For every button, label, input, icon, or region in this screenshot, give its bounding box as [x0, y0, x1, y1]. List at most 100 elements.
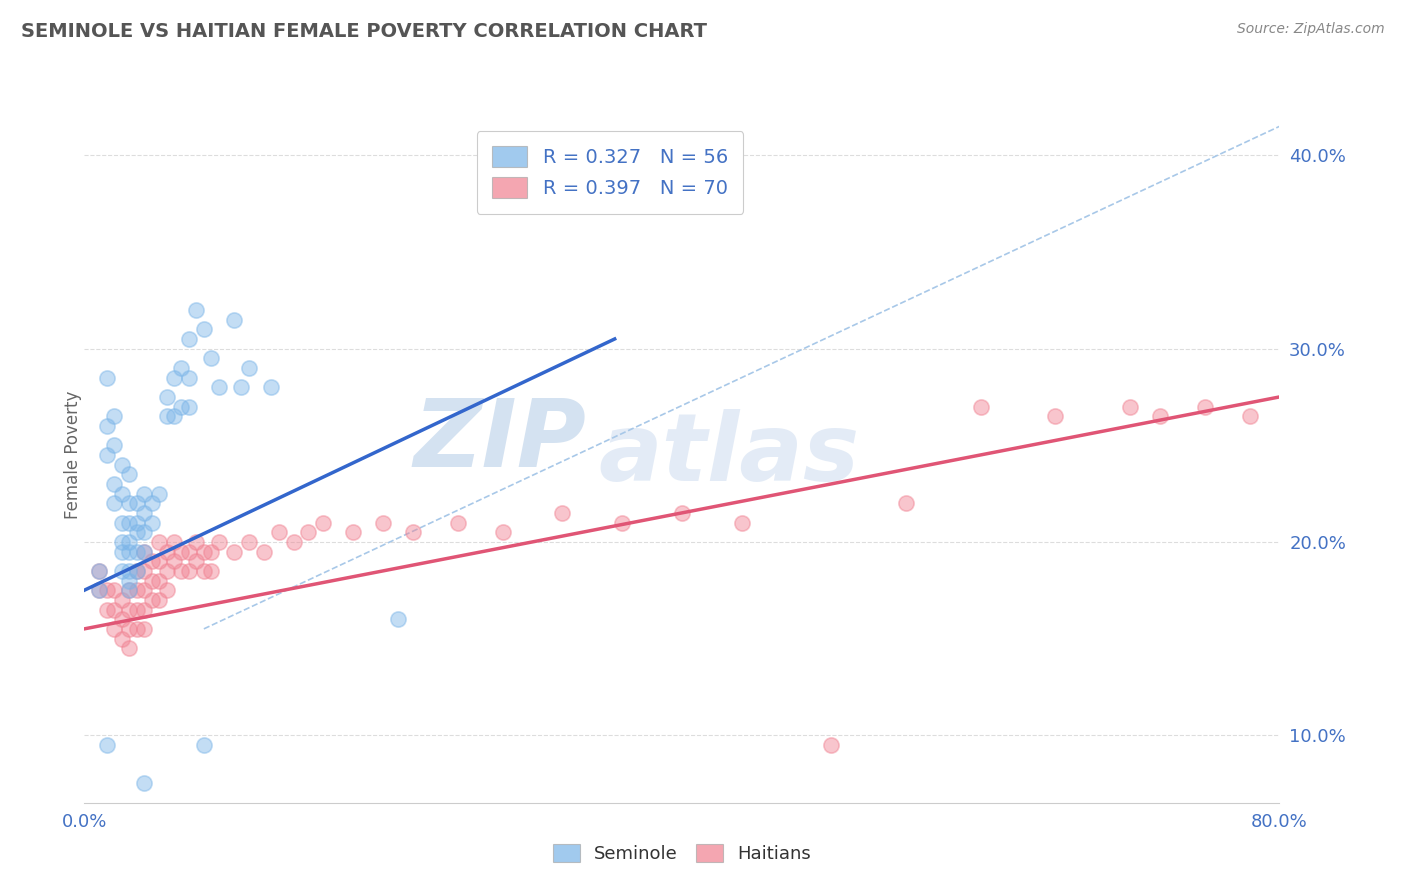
Point: [103, 496, 125, 510]
Text: Source: ZipAtlas.com: Source: ZipAtlas.com: [1237, 22, 1385, 37]
Y-axis label: Female Poverty: Female Poverty: [65, 391, 82, 519]
Point: [193, 564, 215, 578]
Point: [200, 544, 222, 558]
Point: [342, 525, 364, 540]
Point: [1239, 409, 1261, 424]
Point: [551, 506, 574, 520]
Point: [193, 738, 215, 752]
Point: [125, 564, 148, 578]
Point: [141, 554, 163, 568]
Point: [260, 380, 283, 394]
Text: ZIP: ZIP: [413, 395, 586, 487]
Point: [155, 544, 177, 558]
Point: [208, 534, 231, 549]
Point: [170, 361, 193, 376]
Point: [177, 544, 200, 558]
Point: [222, 312, 245, 326]
Point: [125, 583, 148, 598]
Point: [103, 409, 125, 424]
Point: [118, 574, 141, 588]
Point: [89, 564, 111, 578]
Point: [447, 516, 470, 530]
Point: [267, 525, 290, 540]
Point: [125, 544, 148, 558]
Point: [132, 583, 156, 598]
Point: [118, 564, 141, 578]
Point: [1149, 409, 1171, 424]
Text: SEMINOLE VS HAITIAN FEMALE POVERTY CORRELATION CHART: SEMINOLE VS HAITIAN FEMALE POVERTY CORRE…: [21, 22, 707, 41]
Point: [894, 496, 917, 510]
Point: [186, 302, 208, 317]
Point: [125, 496, 148, 510]
Point: [125, 602, 148, 616]
Point: [148, 592, 170, 607]
Point: [177, 370, 200, 384]
Point: [96, 370, 118, 384]
Point: [297, 525, 319, 540]
Point: [170, 564, 193, 578]
Point: [155, 564, 177, 578]
Point: [125, 525, 148, 540]
Point: [132, 564, 156, 578]
Point: [111, 564, 134, 578]
Point: [186, 534, 208, 549]
Point: [118, 641, 141, 656]
Point: [132, 602, 156, 616]
Point: [177, 332, 200, 346]
Point: [170, 544, 193, 558]
Point: [148, 554, 170, 568]
Point: [118, 622, 141, 636]
Point: [155, 390, 177, 404]
Point: [132, 544, 156, 558]
Point: [612, 516, 634, 530]
Point: [111, 486, 134, 500]
Point: [132, 776, 156, 790]
Point: [103, 476, 125, 491]
Point: [96, 602, 118, 616]
Point: [186, 554, 208, 568]
Point: [731, 516, 754, 530]
Point: [111, 592, 134, 607]
Point: [125, 516, 148, 530]
Point: [132, 506, 156, 520]
Point: [111, 458, 134, 472]
Point: [103, 622, 125, 636]
Point: [103, 602, 125, 616]
Point: [111, 534, 134, 549]
Point: [312, 516, 335, 530]
Point: [89, 564, 111, 578]
Point: [177, 564, 200, 578]
Point: [387, 612, 409, 626]
Point: [111, 544, 134, 558]
Point: [141, 574, 163, 588]
Point: [96, 738, 118, 752]
Point: [132, 525, 156, 540]
Point: [148, 534, 170, 549]
Point: [208, 380, 231, 394]
Point: [820, 738, 842, 752]
Point: [141, 592, 163, 607]
Point: [125, 622, 148, 636]
Point: [118, 467, 141, 482]
Point: [103, 583, 125, 598]
Point: [141, 496, 163, 510]
Point: [163, 534, 186, 549]
Point: [148, 574, 170, 588]
Point: [89, 583, 111, 598]
Point: [118, 544, 141, 558]
Point: [155, 583, 177, 598]
Point: [177, 400, 200, 414]
Point: [118, 602, 141, 616]
Point: [193, 322, 215, 336]
Point: [283, 534, 305, 549]
Point: [118, 496, 141, 510]
Point: [118, 583, 141, 598]
Point: [118, 583, 141, 598]
Point: [970, 400, 993, 414]
Point: [200, 564, 222, 578]
Point: [111, 632, 134, 646]
Point: [118, 534, 141, 549]
Point: [1045, 409, 1067, 424]
Point: [125, 564, 148, 578]
Legend: Seminole, Haitians: Seminole, Haitians: [546, 837, 818, 871]
